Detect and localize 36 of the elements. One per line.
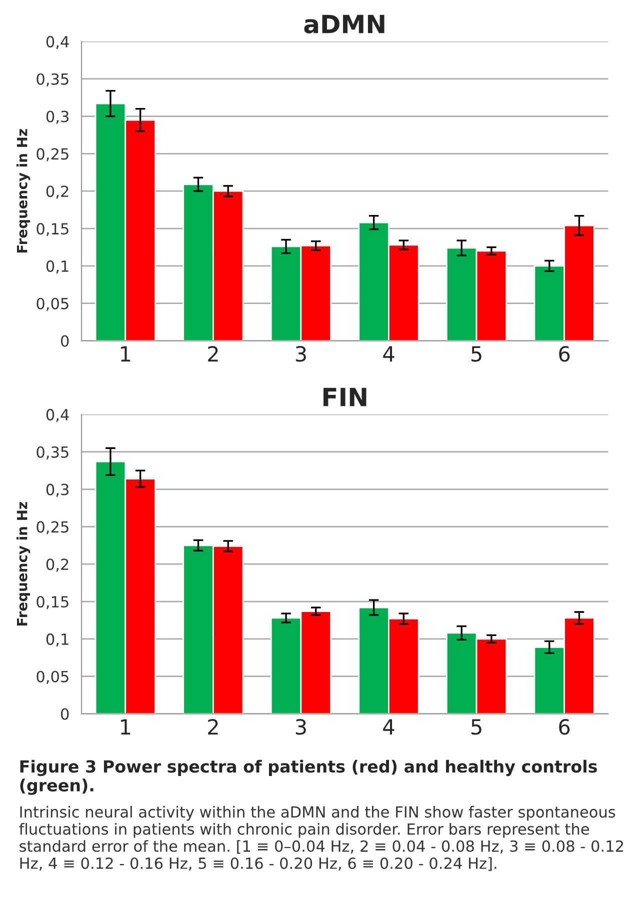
- y-tick-label: 0,25: [36, 148, 68, 162]
- x-tick-label: 2: [208, 346, 218, 362]
- y-tick-label: 0,35: [36, 446, 68, 460]
- y-tick-label: 0,1: [46, 633, 68, 647]
- y-tick-label: 0: [60, 335, 69, 347]
- x-tick-label: 6: [559, 719, 570, 735]
- y-tick-label: 0,05: [36, 298, 68, 311]
- y-tick-label: 0,4: [46, 36, 69, 50]
- x-tick-label: 3: [296, 719, 306, 735]
- x-tick-label: 2: [208, 719, 218, 734]
- x-tick-label: 4: [383, 719, 394, 734]
- y-tick-label: 0,3: [46, 110, 68, 124]
- y-tick-label: 0: [60, 708, 69, 720]
- y-axis-title: Frequency in Hz: [16, 502, 30, 626]
- x-tick-label: 1: [121, 719, 130, 734]
- text: Intrinsic neural activity within the aDMN and the FIN show faster spontaneous fluctuations in patients with chronic pain disorder. Error bars represent the standard error of the mean. [1 ≡ 0–0.04 Hz, 2 ≡ 0.04 - 0.08 Hz, 3 ≡ 0.08 - 0.12 Hz, 4 ≡ 0.12 - 0.16 Hz, 5 ≡ 0.16 - 0.20 Hz, 6 ≡ 0.20 - 0.24 Hz].: [19, 806, 623, 871]
- y-tick-label: 0,15: [36, 222, 68, 236]
- x-tick-label: 1: [121, 346, 130, 362]
- y-axis-title: Frequency in Hz: [16, 129, 30, 252]
- y-tick-label: 0,1: [46, 260, 68, 274]
- x-tick-label: 5: [472, 346, 482, 362]
- caption: Figure 3 Power spectra of patients (red) and healthy controls (green).: [20, 760, 597, 795]
- y-tick-label: 0,2: [46, 186, 68, 199]
- chart-title: FIN: [323, 388, 366, 406]
- chart-title: aDMN: [304, 14, 384, 34]
- y-tick-label: 0,35: [36, 73, 68, 86]
- y-tick-label: 0,25: [36, 521, 68, 534]
- y-tick-label: 0,3: [46, 484, 68, 497]
- x-tick-label: 6: [559, 346, 570, 362]
- y-tick-label: 0,05: [36, 670, 68, 684]
- x-tick-label: 4: [383, 346, 394, 362]
- y-tick-label: 0,15: [36, 596, 68, 610]
- x-tick-label: 3: [296, 346, 306, 362]
- x-tick-label: 5: [472, 719, 482, 735]
- y-tick-label: 0,2: [46, 558, 68, 572]
- y-tick-label: 0,4: [46, 408, 69, 422]
